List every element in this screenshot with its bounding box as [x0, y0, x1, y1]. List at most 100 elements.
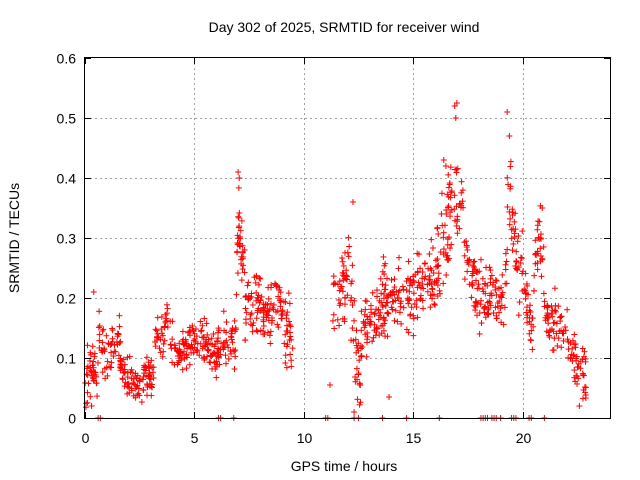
plot-frame	[84, 57, 611, 419]
data-point	[456, 201, 463, 208]
data-point	[419, 280, 426, 287]
data-point	[245, 279, 252, 286]
data-point	[183, 365, 190, 372]
data-point	[380, 327, 387, 334]
data-point	[427, 277, 434, 284]
data-point	[453, 222, 460, 229]
data-point	[96, 337, 103, 344]
data-point	[557, 314, 564, 321]
data-point	[107, 364, 114, 371]
data-point	[215, 353, 222, 360]
data-point	[148, 392, 155, 399]
data-point	[254, 294, 261, 301]
data-point	[282, 360, 289, 367]
data-point	[524, 291, 531, 298]
data-point	[144, 382, 151, 389]
data-point	[96, 322, 103, 329]
data-point	[115, 331, 122, 338]
data-point	[275, 293, 282, 300]
data-point	[442, 249, 449, 256]
data-point	[429, 286, 436, 293]
data-point	[426, 272, 433, 279]
data-point	[476, 309, 483, 316]
data-point	[248, 310, 255, 317]
data-point	[213, 358, 220, 365]
data-point	[91, 369, 98, 376]
data-point	[169, 318, 176, 325]
data-point	[84, 372, 91, 379]
data-point	[355, 371, 362, 378]
data-point	[472, 307, 479, 314]
data-point	[463, 242, 470, 249]
data-point	[515, 312, 522, 319]
x-tick-label: 15	[406, 430, 422, 446]
data-point	[163, 301, 170, 308]
data-point	[159, 353, 166, 360]
y-tick-label: 0.6	[57, 51, 77, 67]
data-point	[221, 327, 228, 334]
data-point	[572, 344, 579, 351]
data-point	[379, 322, 386, 329]
data-point	[199, 345, 206, 352]
data-point	[267, 340, 274, 347]
data-point	[496, 309, 503, 316]
data-point	[343, 267, 350, 274]
data-point	[410, 312, 417, 319]
data-point	[337, 300, 344, 307]
data-point	[399, 283, 406, 290]
data-point	[473, 299, 480, 306]
data-point	[104, 358, 111, 365]
data-point	[380, 291, 387, 298]
data-point	[445, 257, 452, 264]
data-point	[549, 307, 556, 314]
data-point	[458, 189, 465, 196]
data-point	[382, 317, 389, 324]
data-point	[562, 323, 569, 330]
data-point	[197, 328, 204, 335]
data-point	[429, 292, 436, 299]
data-point	[453, 203, 460, 210]
data-point	[91, 353, 98, 360]
data-point	[384, 275, 391, 282]
data-point	[87, 349, 94, 356]
data-point	[469, 262, 476, 269]
data-point	[476, 268, 483, 275]
axis-ticks	[85, 58, 610, 419]
data-point	[537, 252, 544, 259]
data-point	[90, 358, 97, 365]
data-point	[357, 399, 364, 406]
data-point	[340, 270, 347, 277]
data-point	[338, 255, 345, 262]
data-point	[161, 337, 168, 344]
data-point	[576, 403, 583, 409]
data-point	[125, 381, 132, 388]
data-point	[236, 175, 243, 181]
data-point	[519, 228, 526, 235]
data-point	[546, 334, 553, 341]
data-point	[504, 203, 511, 210]
data-point	[117, 338, 124, 345]
data-point	[511, 218, 518, 225]
data-point	[527, 309, 534, 316]
data-point	[242, 337, 249, 344]
x-tick-label: 10	[297, 430, 313, 446]
data-point	[452, 115, 459, 121]
data-point	[362, 297, 369, 304]
data-point	[465, 257, 472, 264]
data-point	[238, 217, 245, 224]
data-point	[396, 254, 403, 261]
data-point	[488, 272, 495, 279]
data-point	[329, 317, 336, 324]
data-point	[382, 286, 389, 293]
data-point	[352, 373, 359, 380]
data-point	[133, 374, 140, 381]
data-point	[351, 297, 358, 304]
data-point	[194, 347, 201, 354]
data-point	[117, 357, 124, 364]
data-point	[223, 360, 230, 367]
data-point	[464, 268, 471, 275]
data-point	[191, 344, 198, 351]
data-point	[186, 332, 193, 339]
x-tick-label: 5	[191, 430, 199, 446]
y-tick-label: 0.4	[57, 171, 77, 187]
